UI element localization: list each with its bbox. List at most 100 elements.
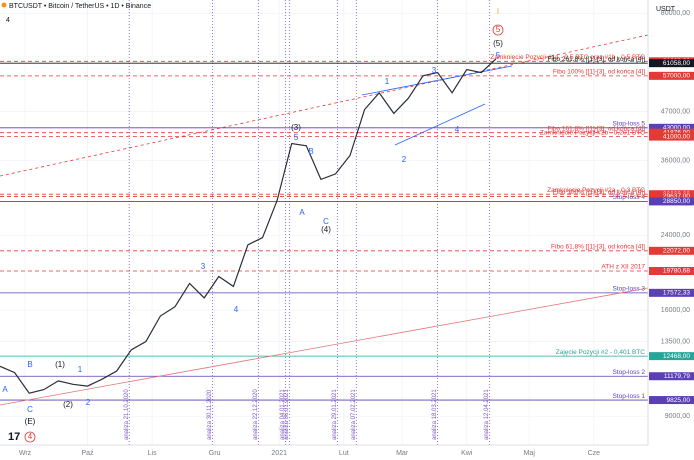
wave-label: B <box>308 147 313 156</box>
plot <box>0 58 497 394</box>
price-box-label: 19780,68 <box>663 268 690 275</box>
level-label: Stop-loss 4 <box>612 194 645 201</box>
price-box <box>649 197 694 206</box>
price-box <box>649 352 694 361</box>
annotation-circle <box>24 431 36 443</box>
wave-label: 5 <box>496 25 501 34</box>
wave-label: C <box>323 217 329 226</box>
x-tick-label: Lis <box>148 450 157 457</box>
wave-label: 5 <box>496 51 501 60</box>
y-tick-label: 36000,00 <box>661 157 690 164</box>
analysis-label: analiza 07.02.2021 <box>351 389 357 440</box>
price-box <box>649 123 694 132</box>
price-box-label: 29637,00 <box>663 193 690 200</box>
price-box <box>649 396 694 405</box>
analysis-label: analiza 21.10.2020 <box>124 389 130 440</box>
wave-label: 4 <box>28 432 33 441</box>
level-label: ATH z XII 2017 <box>601 264 645 271</box>
x-tick-label: 2021 <box>271 450 287 457</box>
price-line <box>0 58 497 394</box>
channel-line <box>361 65 513 96</box>
x-tick-label: Paź <box>81 450 94 457</box>
x-tick-label: Wrz <box>19 450 32 457</box>
trend-lines <box>0 34 649 406</box>
price-box <box>649 267 694 276</box>
grid <box>0 0 648 445</box>
level-label: Stop-loss 5 <box>612 121 645 128</box>
wave-label: (E) <box>25 417 36 426</box>
level-label: Zamknięcie Pozycji #2b - 0,201 BTC <box>540 129 645 136</box>
wave-label: 1 <box>78 365 83 374</box>
wave-label: 5 <box>294 133 299 142</box>
x-tick-label: Lut <box>339 450 349 457</box>
x-tick-label: Mar <box>396 450 409 457</box>
level-label: Fibo 100% [[1]-[3], od końca [4]] <box>553 189 645 196</box>
analysis-label: analiza 06.01.2021 <box>284 389 290 440</box>
currency-label: USDT <box>656 6 676 13</box>
wave-label: B <box>27 360 32 369</box>
level-label: Fibo 100% [[1]-[3], od końca [4]] <box>553 69 645 76</box>
wave-label: 3 <box>432 66 437 75</box>
x-tick-label: Cze <box>588 450 601 457</box>
level-label: Fibo 261,8% [[1]-[3], od końca [4]] <box>547 56 645 63</box>
channel-line <box>394 103 486 146</box>
y-tick-label: 16000,00 <box>661 307 690 314</box>
wave-label: (1) <box>55 360 65 369</box>
wave-label: A <box>299 208 305 217</box>
y-tick-label: 9000,00 <box>665 413 690 420</box>
level-label: Stop-loss 3 <box>612 286 645 293</box>
level-label: Stop-loss 1 <box>612 393 645 400</box>
price-box-label: 9825,00 <box>667 397 691 404</box>
level-label: Fibo 61,8% [[1]-[3], od końca [4]] <box>551 244 645 251</box>
trend-line <box>0 287 649 406</box>
axes: 80000,00 47000,00 36000,00 24000,00 16000,00… <box>19 10 694 457</box>
level-label: Zajęcie Pozycji #2 - 0,401 BTC <box>556 349 646 356</box>
analysis-label: analiza 30.11.2020 <box>207 389 213 440</box>
wave-label: (5) <box>493 39 503 48</box>
levels: Zamknięcie Pozycji #1a - 0,5 BTC oraz #1… <box>0 54 648 401</box>
wave-label: (3) <box>291 123 301 132</box>
wave-label: 4 <box>455 125 460 134</box>
price-box-label: 43000,00 <box>663 125 690 132</box>
x-tick-label: Maj <box>524 450 536 457</box>
wave-label: I <box>497 7 499 16</box>
trend-line <box>0 34 649 177</box>
wave-label: 1 <box>385 77 390 86</box>
analysis-label: analiza 04.01.2021 <box>280 389 286 440</box>
analysis-label: analiza 12.04.2021 <box>484 389 490 440</box>
price-box-label: 11179,79 <box>664 373 691 380</box>
price-box <box>649 59 694 68</box>
price-box <box>649 246 694 255</box>
price-box <box>649 288 694 297</box>
level-label: Zamknięcie Pozycji #2a - 0,3 BTC <box>547 187 645 194</box>
price-box <box>649 192 694 201</box>
wave-label: C <box>27 405 33 414</box>
analysis-label: analiza 29.01.2021 <box>332 389 338 440</box>
price-box-label: 17572,33 <box>663 290 690 297</box>
price-box-label: 57000,00 <box>663 73 690 80</box>
chart-title: BTCUSDT • Bitcoin / TetherUS • 1D • Bina… <box>9 3 151 10</box>
price-box-label: 61058,00 <box>663 60 690 67</box>
corner-label: 4 <box>6 17 10 24</box>
wave-label: 2 <box>402 155 407 164</box>
price-box-label: 28850,00 <box>663 198 690 205</box>
price-box <box>649 132 694 141</box>
y-tick-label: 13500,00 <box>661 338 690 345</box>
wave-label: 3 <box>201 262 206 271</box>
wave-label: 4 <box>234 305 239 314</box>
wave-label: 2 <box>86 398 91 407</box>
level-label: Fibo 161,8% [[1]-[3], od końca [4]] <box>547 125 645 132</box>
price-box-label: 41000,00 <box>663 133 690 140</box>
x-tick-label: Kwi <box>461 450 473 457</box>
y-tick-label: 80000,00 <box>661 10 690 17</box>
tv-logo: 17 <box>8 431 20 443</box>
wave-label: A <box>2 385 8 394</box>
y-tick-label: 24000,00 <box>661 232 690 239</box>
x-tick-label: Gru <box>209 450 221 457</box>
price-box <box>649 71 694 80</box>
annotation-circle <box>492 24 504 36</box>
level-label: Zamknięcie Pozycji #1a - 0,5 BTC oraz #1… <box>490 54 645 61</box>
price-box <box>649 372 694 381</box>
